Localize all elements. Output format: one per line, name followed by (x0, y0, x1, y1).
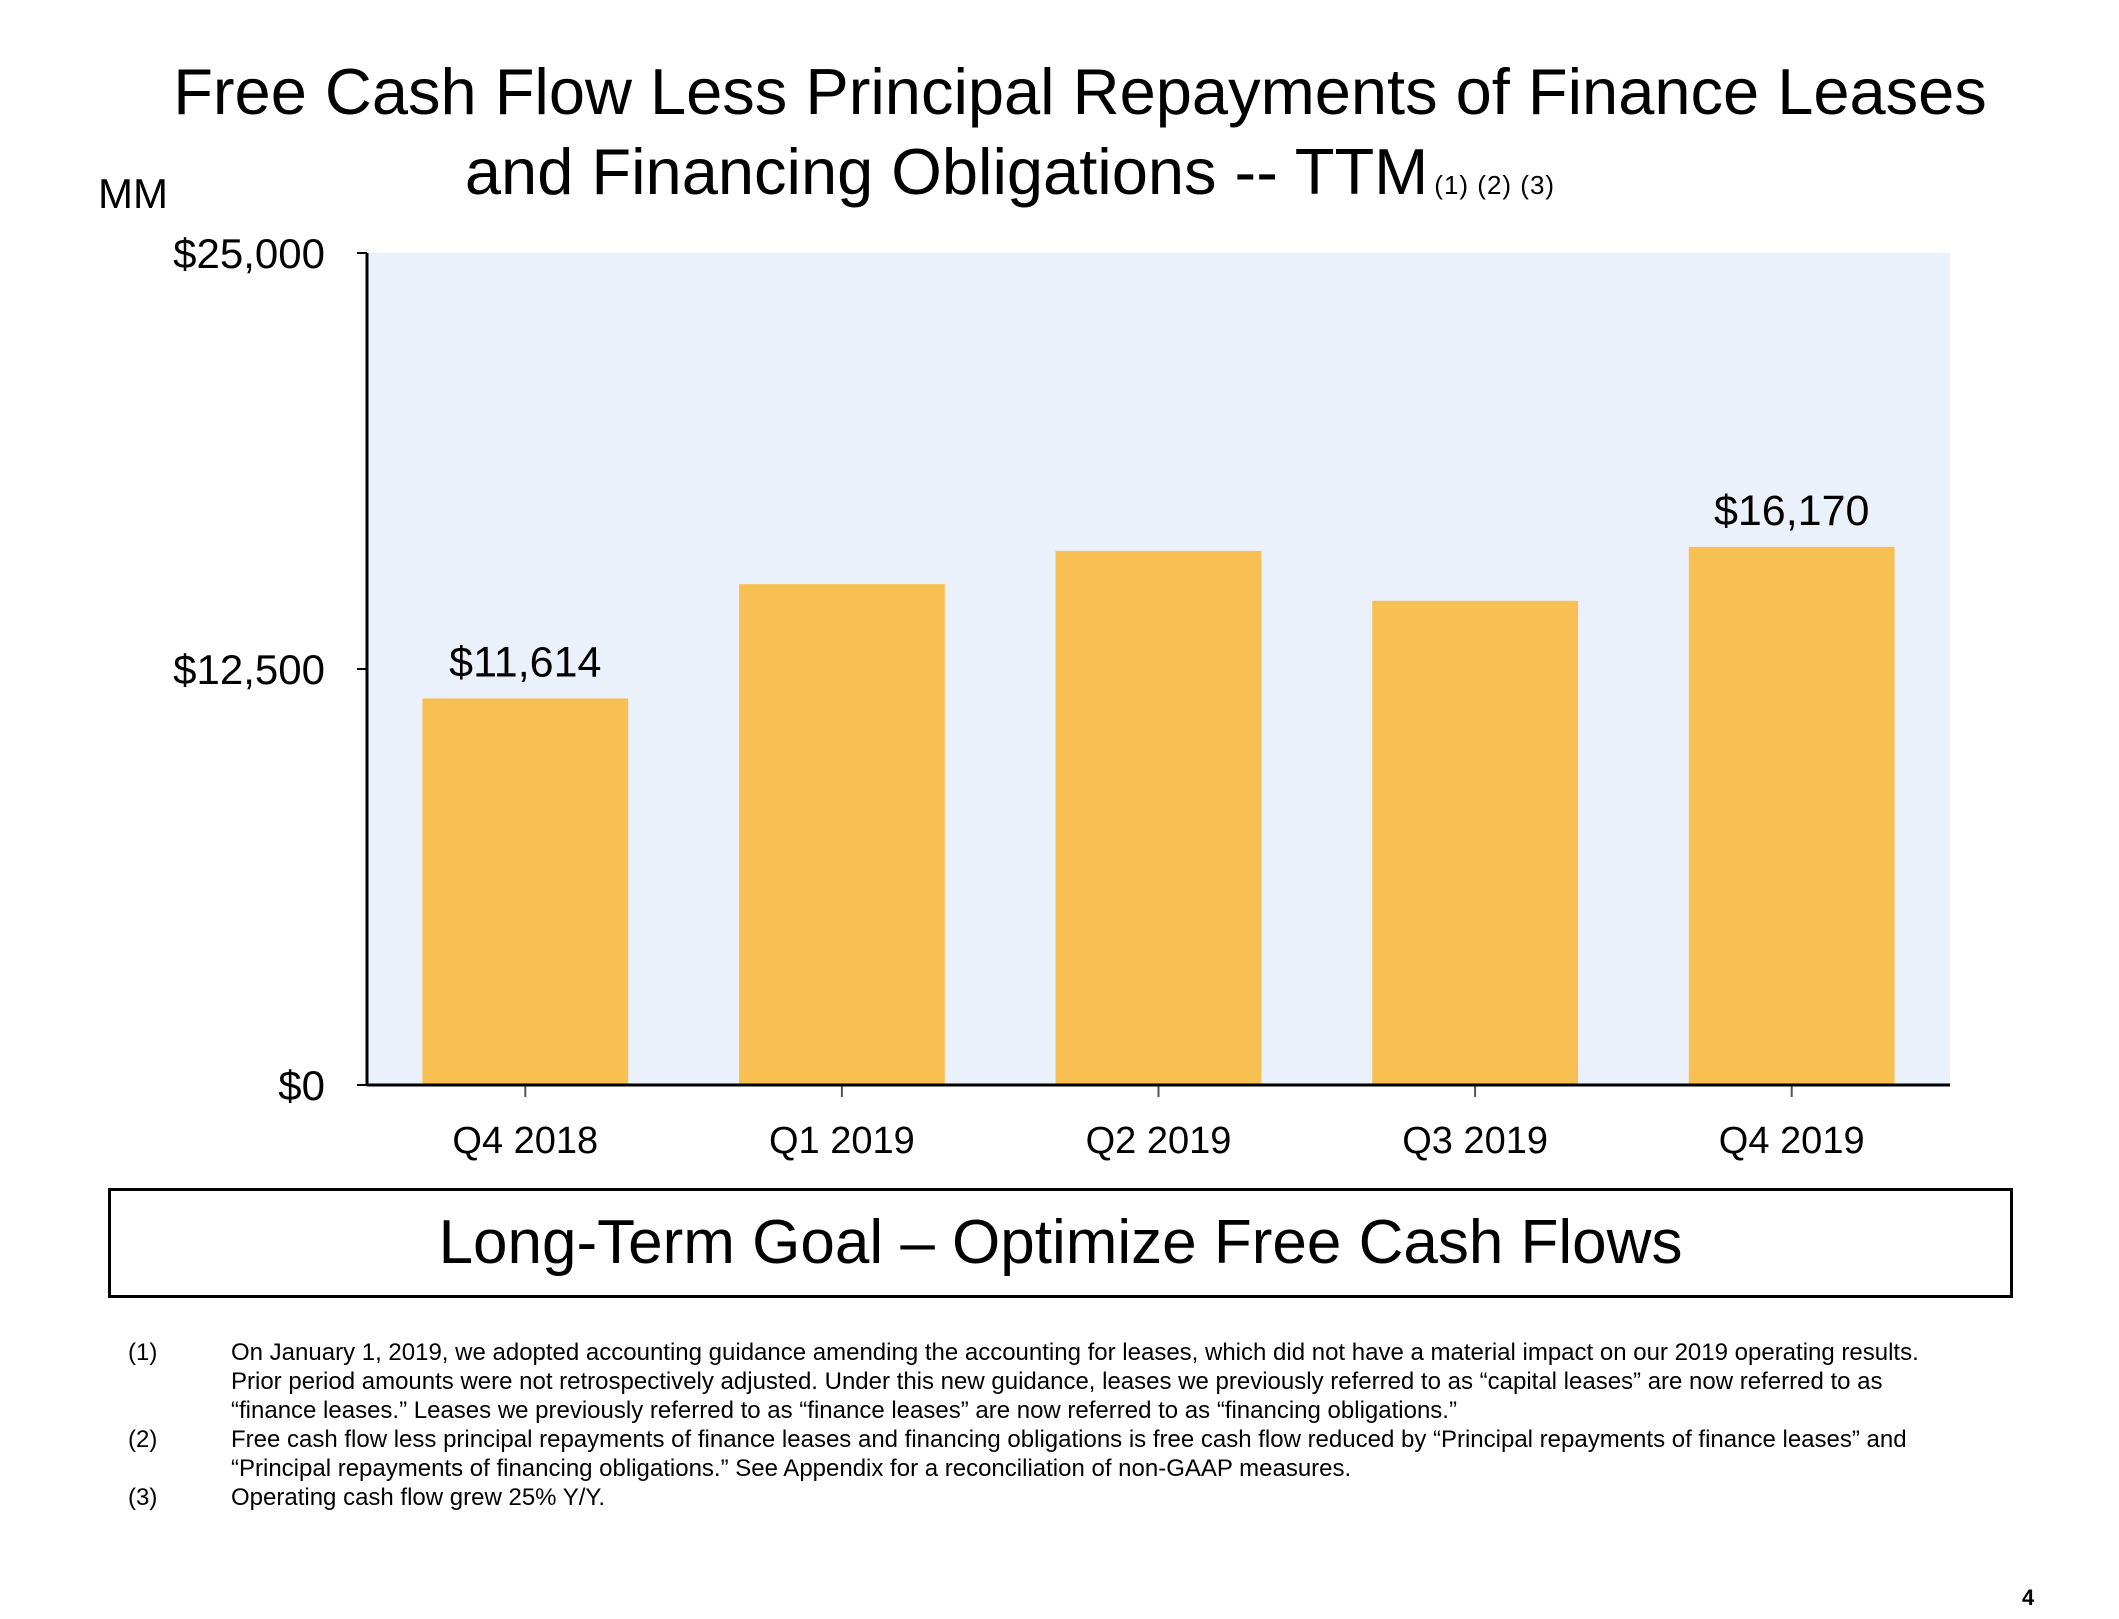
footnote-3: (3) Operating cash flow grew 25% Y/Y. (128, 1483, 1928, 1512)
footnote-text: On January 1, 2019, we adopted accountin… (231, 1339, 1919, 1424)
y-axis-unit-label: MM (98, 170, 168, 217)
chart-title-line-2-wrap: and Financing Obligations -- TTM (1) (2) … (30, 132, 1990, 225)
bar-chart: $11,614 Q4 2018 Q1 2019 Q2 2019 Q3 2019 $16,1… (173, 230, 1950, 1162)
footnote-text: Free cash flow less principal repayments… (231, 1426, 1907, 1482)
chart-title: Free Cash Flow Less Principal Repayments… (100, 52, 2060, 225)
chart-title-line-2: and Financing Obligations -- TTM (464, 135, 1429, 208)
title-footnote-refs: (1) (2) (3) (1434, 170, 1556, 200)
goal-text: Long-Term Goal – Optimize Free Cash Flow… (438, 1208, 1683, 1277)
footnote-2: (2) Free cash flow less principal repaym… (128, 1425, 1928, 1483)
bar (739, 584, 945, 1085)
chart-title-line-1: Free Cash Flow Less Principal Repayments… (173, 55, 1987, 128)
footnote-1: (1) On January 1, 2019, we adopted accou… (128, 1338, 1928, 1425)
goal-box: Long-Term Goal – Optimize Free Cash Flow… (108, 1188, 2013, 1298)
bar (1372, 600, 1578, 1085)
page-number: 4 (2022, 1585, 2035, 1610)
footnotes: (1) On January 1, 2019, we adopted accou… (128, 1338, 1928, 1512)
bar (1688, 546, 1895, 1085)
footnote-number: (3) (128, 1484, 158, 1511)
y-tick-label: $12,500 (173, 646, 325, 693)
footnote-number: (1) (128, 1339, 158, 1366)
footnote-text: Operating cash flow grew 25% Y/Y. (231, 1484, 605, 1511)
x-tick-label: Q1 2019 (769, 1120, 915, 1162)
x-tick-label: Q2 2019 (1086, 1120, 1232, 1162)
x-tick-label: Q4 2018 (452, 1120, 598, 1162)
y-tick-label: $0 (278, 1062, 325, 1109)
footnote-number: (2) (128, 1426, 158, 1453)
bar (1055, 550, 1262, 1085)
bar (422, 698, 629, 1085)
data-label: $16,170 (1714, 487, 1869, 535)
x-tick-label: Q3 2019 (1402, 1120, 1548, 1162)
y-tick-label: $25,000 (173, 230, 325, 277)
data-label: $11,614 (449, 638, 601, 686)
x-tick-label: Q4 2019 (1719, 1120, 1865, 1162)
